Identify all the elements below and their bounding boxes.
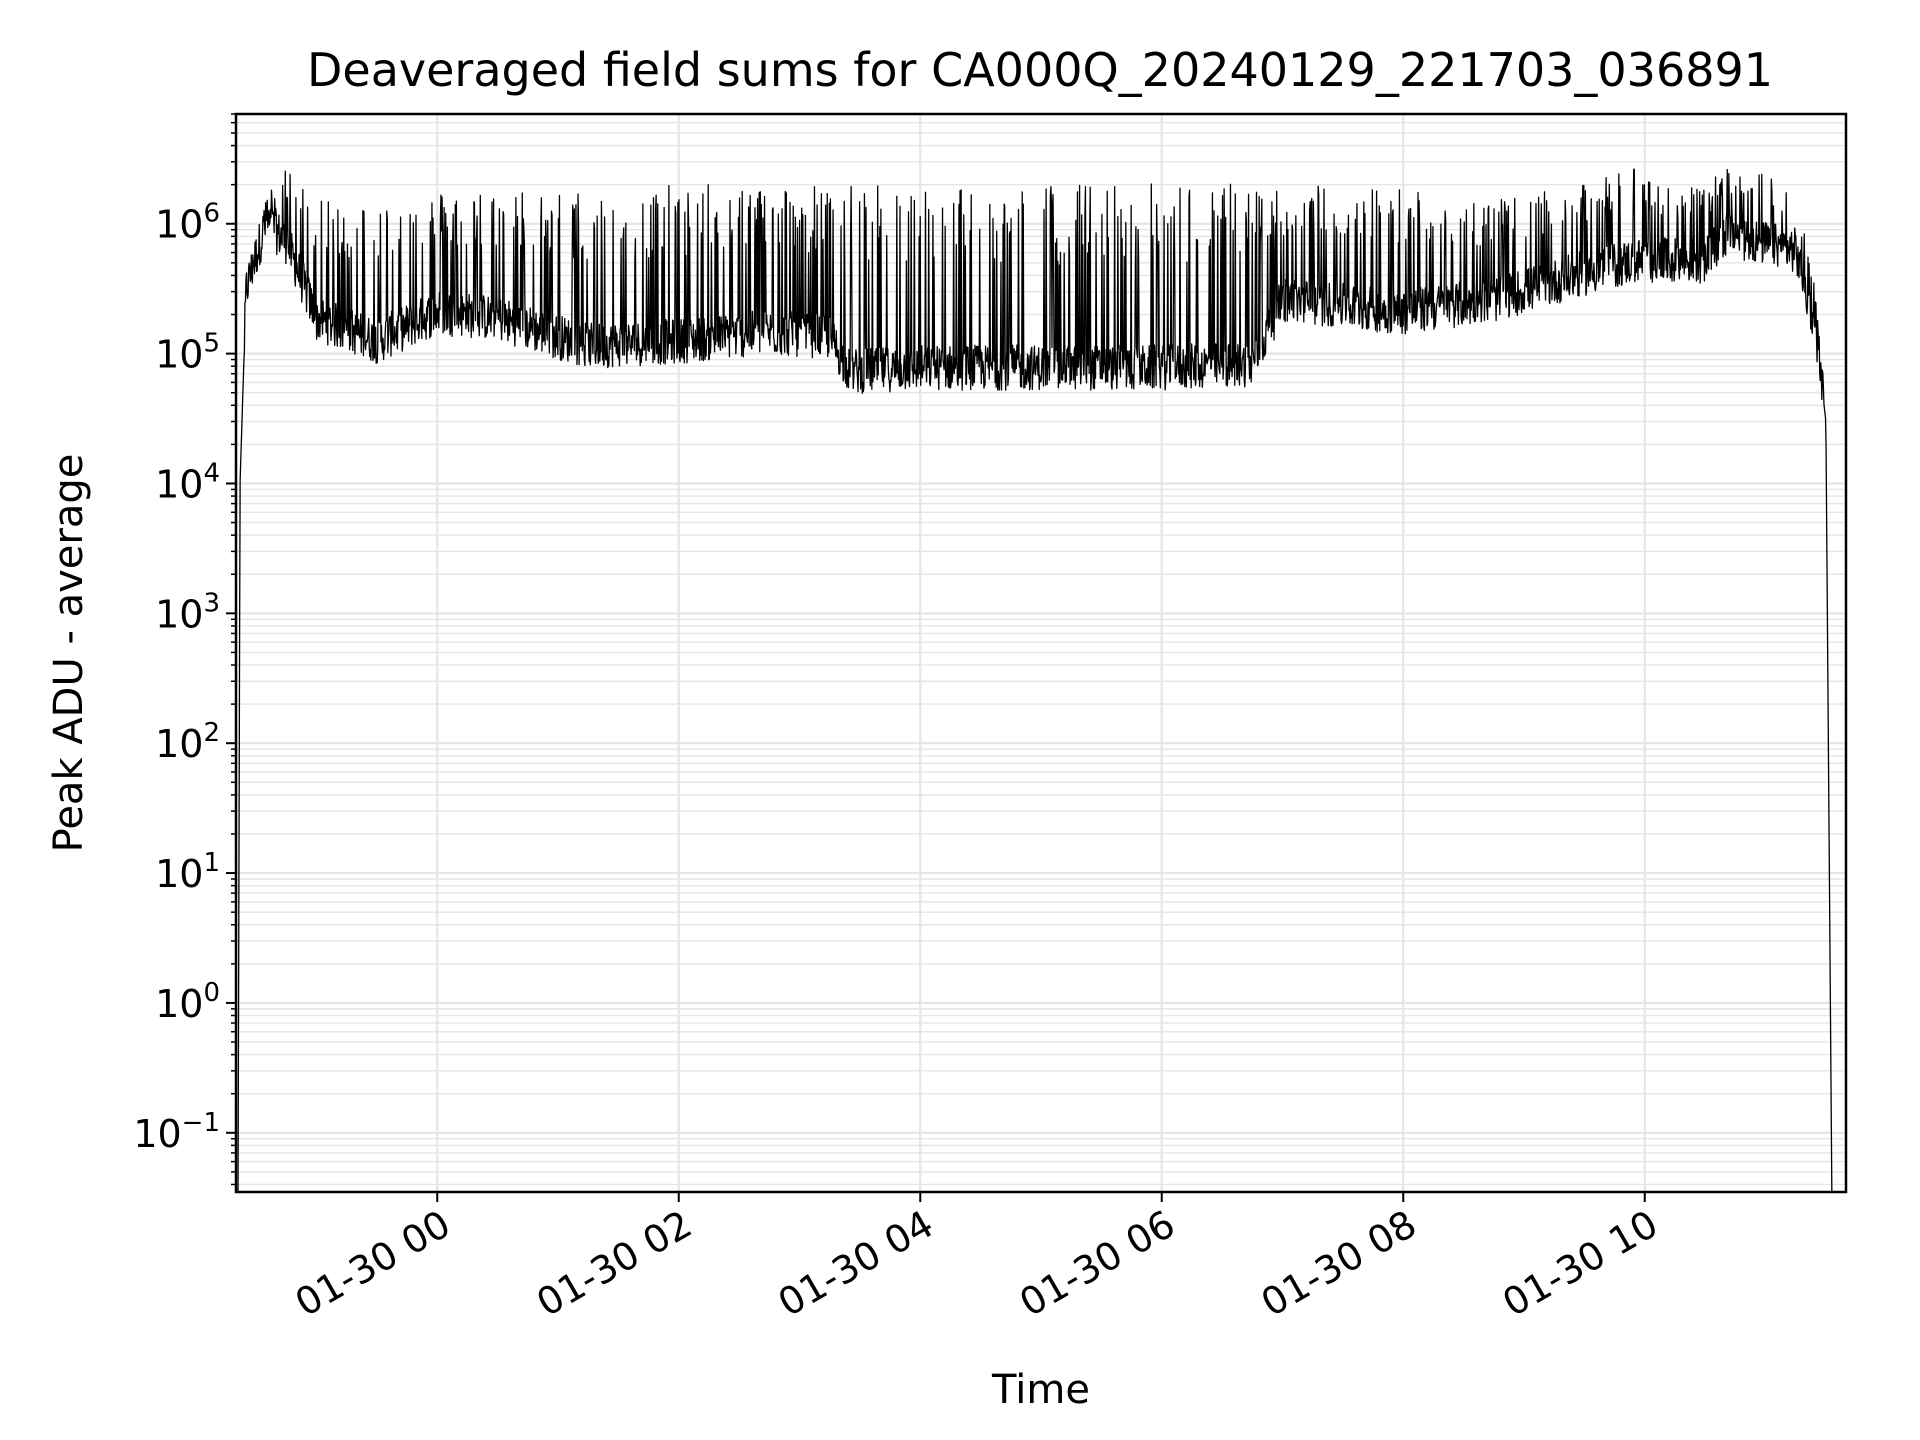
y-tick-label: 102: [155, 718, 220, 766]
y-tick-label: 105: [155, 329, 220, 377]
series-line: [237, 168, 1833, 1192]
y-tick-label: 106: [155, 199, 220, 247]
y-tick-label: 101: [155, 848, 220, 896]
y-axis-label: Peak ADU - average: [46, 454, 92, 853]
y-tick-label: 103: [155, 588, 220, 636]
series-layer: [237, 168, 1833, 1192]
y-tick-label: 10−1: [133, 1108, 220, 1156]
plot-area: [237, 168, 1833, 1192]
y-tick-label: 104: [155, 458, 220, 506]
x-axis-label: Time: [991, 1367, 1090, 1413]
y-axis: 10−1 100 101 102 103 104 105 106: [133, 113, 236, 1186]
y-tick-label: 100: [155, 978, 220, 1026]
chart-title: Deaveraged field sums for CA000Q_2024012…: [307, 43, 1773, 97]
